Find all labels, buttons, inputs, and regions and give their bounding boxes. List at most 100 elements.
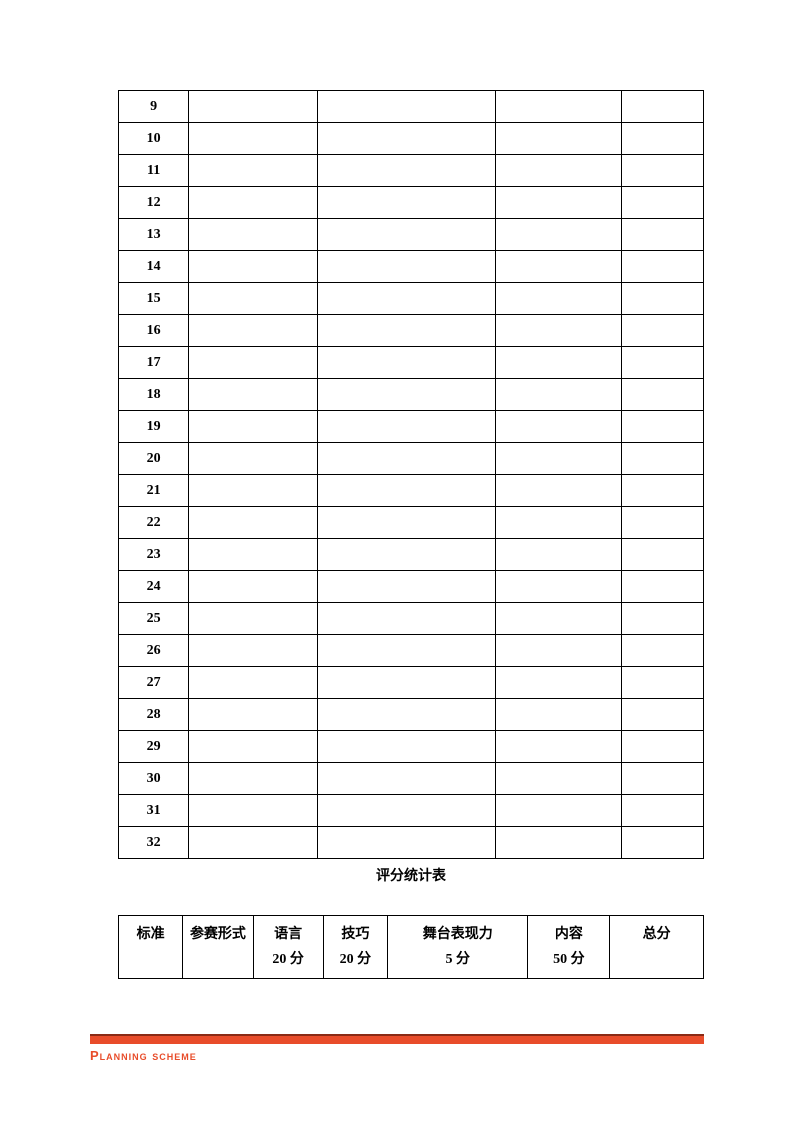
- table-row: 28: [119, 699, 704, 731]
- table-cell: [317, 379, 495, 411]
- table-row: 12: [119, 187, 704, 219]
- table-cell: [496, 827, 622, 859]
- table-cell: [189, 155, 318, 187]
- header-cell: 技巧20 分: [323, 916, 387, 979]
- table-cell: 24: [119, 571, 189, 603]
- table-row: 32: [119, 827, 704, 859]
- table-cell: [622, 507, 704, 539]
- table-cell: [622, 379, 704, 411]
- table-cell: [189, 539, 318, 571]
- table-row: 21: [119, 475, 704, 507]
- header-cell: 标准: [119, 916, 183, 979]
- table-cell: 20: [119, 443, 189, 475]
- header-cell: 参赛形式: [183, 916, 253, 979]
- table-cell: [189, 379, 318, 411]
- table-cell: [317, 795, 495, 827]
- table-cell: [496, 667, 622, 699]
- table-cell: 32: [119, 827, 189, 859]
- table-row: 13: [119, 219, 704, 251]
- header-cell: 舞台表现力5 分: [388, 916, 528, 979]
- table-cell: [622, 571, 704, 603]
- numbered-table: 9101112131415161718192021222324252627282…: [118, 90, 704, 859]
- table-cell: [317, 347, 495, 379]
- table-cell: [496, 795, 622, 827]
- table-cell: [496, 187, 622, 219]
- table-cell: [622, 539, 704, 571]
- table-row: 30: [119, 763, 704, 795]
- table-cell: [317, 251, 495, 283]
- table-cell: [622, 603, 704, 635]
- table-cell: 16: [119, 315, 189, 347]
- table-cell: [496, 347, 622, 379]
- table-cell: [496, 539, 622, 571]
- table-row: 19: [119, 411, 704, 443]
- table-cell: [496, 699, 622, 731]
- table-cell: [189, 635, 318, 667]
- table-row: 17: [119, 347, 704, 379]
- table-cell: [189, 827, 318, 859]
- table-row: 18: [119, 379, 704, 411]
- table-cell: [189, 347, 318, 379]
- table-row: 22: [119, 507, 704, 539]
- table-cell: [496, 731, 622, 763]
- table-cell: 13: [119, 219, 189, 251]
- table-cell: [317, 219, 495, 251]
- table-cell: [317, 827, 495, 859]
- table-cell: [622, 315, 704, 347]
- table-cell: [317, 667, 495, 699]
- table-cell: [189, 603, 318, 635]
- table-cell: [622, 699, 704, 731]
- table-row: 16: [119, 315, 704, 347]
- table-cell: [317, 155, 495, 187]
- table-cell: [622, 219, 704, 251]
- table-cell: [622, 635, 704, 667]
- table-cell: [189, 699, 318, 731]
- table-cell: [622, 763, 704, 795]
- table-cell: [317, 571, 495, 603]
- table-row: 24: [119, 571, 704, 603]
- table-cell: 23: [119, 539, 189, 571]
- table-cell: 12: [119, 187, 189, 219]
- table-cell: [317, 475, 495, 507]
- table-cell: [622, 347, 704, 379]
- table-row: 29: [119, 731, 704, 763]
- table-cell: [496, 571, 622, 603]
- table-cell: [496, 283, 622, 315]
- table-cell: 31: [119, 795, 189, 827]
- table-row: 14: [119, 251, 704, 283]
- table-row: 10: [119, 123, 704, 155]
- table-row: 标准参赛形式语言20 分技巧20 分舞台表现力5 分内容50 分总分: [119, 916, 704, 979]
- table-cell: [189, 731, 318, 763]
- scoring-criteria-table: 标准参赛形式语言20 分技巧20 分舞台表现力5 分内容50 分总分: [118, 915, 704, 979]
- table-cell: [189, 219, 318, 251]
- table-cell: [317, 411, 495, 443]
- table-cell: [622, 731, 704, 763]
- table-cell: 17: [119, 347, 189, 379]
- table-cell: [317, 539, 495, 571]
- table-cell: [317, 123, 495, 155]
- table-cell: [622, 187, 704, 219]
- table-cell: 25: [119, 603, 189, 635]
- table-cell: 11: [119, 155, 189, 187]
- table-cell: [622, 91, 704, 123]
- table-cell: 26: [119, 635, 189, 667]
- table-cell: 10: [119, 123, 189, 155]
- table-cell: [317, 443, 495, 475]
- table-cell: [622, 123, 704, 155]
- table-cell: [622, 443, 704, 475]
- table-cell: [622, 155, 704, 187]
- table-cell: [622, 795, 704, 827]
- table-cell: [189, 667, 318, 699]
- table-cell: 29: [119, 731, 189, 763]
- table-row: 31: [119, 795, 704, 827]
- table-cell: [496, 123, 622, 155]
- table-cell: [496, 155, 622, 187]
- table-cell: [317, 187, 495, 219]
- table-cell: [317, 635, 495, 667]
- table-row: 23: [119, 539, 704, 571]
- table-cell: [622, 667, 704, 699]
- table-cell: [496, 91, 622, 123]
- header-cell: 总分: [610, 916, 704, 979]
- table-cell: 30: [119, 763, 189, 795]
- table-cell: [189, 283, 318, 315]
